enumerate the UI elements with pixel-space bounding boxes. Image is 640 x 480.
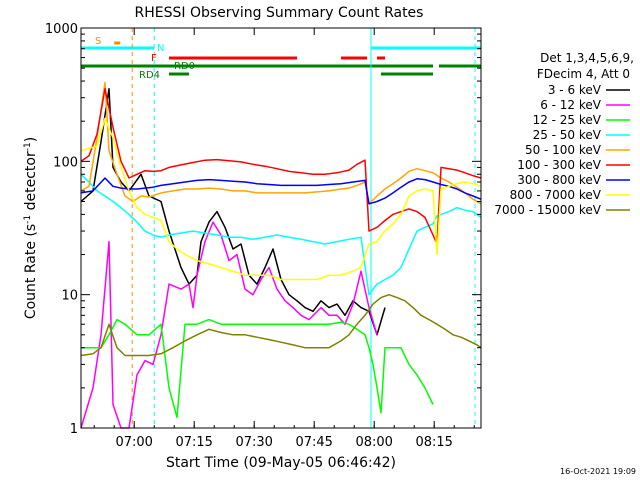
y-axis-label-main: Count Rate (s <box>23 224 39 319</box>
plot-area <box>80 27 482 429</box>
x-tick-label-5: 08:15 <box>415 435 452 450</box>
legend-entry-label-6: 300 - 800 keV <box>517 173 601 187</box>
time-markers <box>131 28 476 428</box>
series-line-1 <box>80 221 378 429</box>
y-axis-label-end: ) <box>23 137 39 142</box>
y-tick-label-1: 10 <box>61 289 78 304</box>
flag-label-rd0: RD0 <box>174 61 195 72</box>
series-line-2 <box>81 318 434 419</box>
legend: Det 1,3,4,5,6,9, FDecim 4, Att 0 3 - 6 k… <box>494 51 634 217</box>
timestamp: 16-Oct-2021 19:09 <box>560 467 636 476</box>
series-line-6 <box>80 177 482 205</box>
legend-entry-label-1: 6 - 12 keV <box>540 98 602 112</box>
flag-labels: S N F RD0 RD4 <box>95 36 195 81</box>
y-axis-label-sup2: -1 <box>23 142 33 151</box>
series-lines <box>80 81 482 429</box>
x-axis-ticks: 07:00 07:15 07:30 07:45 08:00 08:15 <box>93 28 475 450</box>
chart-title: RHESSI Observing Summary Count Rates <box>135 5 424 21</box>
x-tick-label-0: 07:00 <box>115 435 152 450</box>
series-line-7 <box>80 117 482 281</box>
flag-bars <box>81 41 481 76</box>
legend-entry-label-3: 25 - 50 keV <box>533 128 602 142</box>
legend-entry-label-8: 7000 - 15000 keV <box>494 203 601 217</box>
flag-label-rd4: RD4 <box>139 70 160 81</box>
x-tick-label-2: 07:30 <box>235 435 272 450</box>
x-tick-label-4: 08:00 <box>355 435 392 450</box>
y-axis-label-sup1: -1 <box>23 215 33 224</box>
y-tick-label-3: 1000 <box>45 22 78 37</box>
y-tick-label-0: 1 <box>70 422 78 437</box>
legend-entry-label-5: 100 - 300 keV <box>517 158 601 172</box>
legend-entry-label-2: 12 - 25 keV <box>533 113 602 127</box>
x-tick-label-1: 07:15 <box>175 435 212 450</box>
y-axis-label: Count Rate (s-1 detector-1) <box>23 137 39 319</box>
y-axis-ticks: 1 10 100 1000 <box>45 22 481 437</box>
legend-entry-label-4: 50 - 100 keV <box>525 143 602 157</box>
flag-label-flare: F <box>151 53 157 64</box>
series-line-3 <box>80 173 482 296</box>
series-line-8 <box>80 293 482 357</box>
x-tick-label-3: 07:45 <box>295 435 332 450</box>
x-axis-label: Start Time (09-May-05 06:46:42) <box>166 455 396 471</box>
legend-entry-label-7: 800 - 7000 keV <box>510 188 602 202</box>
y-tick-label-2: 100 <box>53 155 78 170</box>
series-line-0 <box>80 88 386 336</box>
flag-label-saa: S <box>95 36 101 47</box>
y-axis-label-mid: detector <box>23 151 39 215</box>
legend-entry-label-0: 3 - 6 keV <box>548 83 602 97</box>
legend-header-line-2: FDecim 4, Att 0 <box>537 67 630 81</box>
series-line-5 <box>80 88 482 245</box>
flag-label-night: N <box>157 43 164 54</box>
legend-header-line-1: Det 1,3,4,5,6,9, <box>540 51 634 65</box>
plot-frame <box>80 27 482 429</box>
